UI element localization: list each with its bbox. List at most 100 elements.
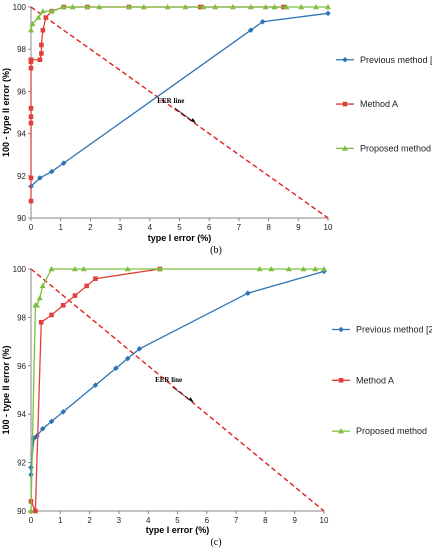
data-point bbox=[247, 27, 254, 34]
data-point bbox=[212, 4, 219, 10]
data-point bbox=[259, 18, 266, 25]
y-tick-label: 96 bbox=[17, 87, 26, 96]
legend-label: Previous method [24] bbox=[360, 55, 432, 65]
y-tick-label: 98 bbox=[17, 313, 26, 322]
data-point bbox=[283, 4, 290, 10]
x-tick-label: 7 bbox=[234, 516, 239, 525]
series-line bbox=[30, 268, 161, 512]
data-point bbox=[48, 8, 55, 14]
series-line bbox=[30, 268, 324, 512]
data-point bbox=[39, 8, 46, 14]
data-point bbox=[28, 508, 34, 514]
legend-marker bbox=[338, 428, 344, 434]
series-line bbox=[30, 270, 325, 475]
y-tick-label: 100 bbox=[13, 265, 27, 274]
data-point bbox=[28, 57, 34, 63]
data-point bbox=[200, 4, 207, 10]
data-point bbox=[48, 418, 55, 425]
legend-marker bbox=[342, 145, 348, 151]
eer-line bbox=[30, 268, 325, 512]
y-tick-label: 94 bbox=[17, 410, 26, 419]
data-point bbox=[262, 4, 269, 10]
eer-arrow bbox=[174, 107, 195, 123]
data-point bbox=[35, 14, 42, 20]
data-point bbox=[96, 4, 103, 10]
legend-item: Proposed method bbox=[332, 426, 427, 436]
data-point bbox=[40, 27, 46, 33]
data-point bbox=[313, 4, 320, 10]
x-tick-label: 3 bbox=[118, 223, 123, 232]
data-point bbox=[164, 4, 171, 10]
y-axis-label: 100 - type II error (%) bbox=[1, 345, 11, 434]
data-point bbox=[48, 266, 55, 272]
legend-marker bbox=[338, 326, 344, 333]
data-point bbox=[38, 319, 44, 325]
data-point bbox=[28, 464, 34, 471]
y-tick-label: 96 bbox=[17, 362, 26, 371]
legend-label: Previous method [24] bbox=[356, 325, 432, 335]
data-point bbox=[92, 382, 99, 388]
eer-arrowhead bbox=[190, 118, 196, 124]
data-point bbox=[43, 15, 49, 20]
data-point bbox=[34, 433, 40, 439]
series-proposed-method bbox=[28, 266, 327, 514]
x-tick-label: 2 bbox=[88, 223, 93, 232]
data-point bbox=[156, 266, 163, 272]
data-point bbox=[28, 175, 34, 181]
data-point bbox=[245, 290, 251, 296]
data-point bbox=[113, 365, 119, 372]
x-tick-label: 0 bbox=[29, 223, 34, 232]
x-tick-label: 7 bbox=[237, 223, 242, 232]
data-point bbox=[60, 4, 67, 10]
x-tick-label: 5 bbox=[175, 516, 180, 525]
legend-item: Proposed method bbox=[336, 143, 431, 153]
chart-panel-b: 90 92 94 96 98 100 0 1 2 3 4 5 6 7 8 9 10 type I error (%… bbox=[1, 3, 432, 256]
data-point bbox=[285, 266, 292, 272]
y-tick-label: 98 bbox=[17, 45, 26, 54]
legend-item: Method A bbox=[332, 375, 394, 385]
data-point bbox=[268, 266, 275, 272]
data-point bbox=[298, 4, 305, 10]
data-point bbox=[124, 355, 131, 362]
y-tick-label: 92 bbox=[17, 172, 26, 181]
data-point bbox=[271, 4, 278, 10]
data-point bbox=[182, 4, 189, 10]
x-axis-label: type I error (%) bbox=[148, 233, 212, 243]
eer-arrow bbox=[172, 386, 192, 402]
x-tick-label: 8 bbox=[263, 516, 268, 525]
legend-marker bbox=[342, 56, 348, 63]
data-point bbox=[84, 283, 89, 289]
data-point bbox=[48, 168, 55, 175]
data-point bbox=[72, 293, 78, 298]
series-method-a bbox=[28, 266, 163, 514]
x-tick-label: 10 bbox=[320, 516, 329, 525]
data-point bbox=[29, 20, 36, 27]
data-point bbox=[321, 268, 327, 275]
x-tick-label: 6 bbox=[207, 223, 212, 232]
data-point bbox=[80, 266, 87, 272]
data-point bbox=[69, 4, 76, 10]
data-point bbox=[126, 4, 133, 10]
data-point bbox=[39, 425, 46, 432]
legend-item: Previous method [24] bbox=[332, 325, 432, 335]
data-point bbox=[325, 4, 331, 10]
data-point bbox=[247, 4, 254, 10]
legend-label: Method A bbox=[356, 375, 394, 385]
x-tick-label: 3 bbox=[117, 516, 122, 525]
chart-panel-c: 90 92 94 96 98 100 0 1 2 3 4 5 6 7 8 9 10 type I error (%… bbox=[1, 265, 432, 548]
x-tick-label: 2 bbox=[87, 516, 92, 525]
panel-caption: (c) bbox=[210, 537, 221, 548]
legend-item: Previous method [24] bbox=[336, 55, 432, 65]
series-previous-method-24 bbox=[28, 268, 327, 478]
legend-label: Method A bbox=[360, 99, 398, 109]
data-point bbox=[136, 346, 143, 352]
data-point bbox=[93, 276, 98, 281]
data-point bbox=[300, 266, 307, 272]
data-point bbox=[71, 266, 78, 272]
data-point bbox=[140, 4, 147, 10]
data-point bbox=[28, 65, 34, 71]
data-point bbox=[28, 105, 34, 111]
data-point bbox=[28, 120, 34, 126]
x-tick-label: 9 bbox=[292, 516, 297, 525]
